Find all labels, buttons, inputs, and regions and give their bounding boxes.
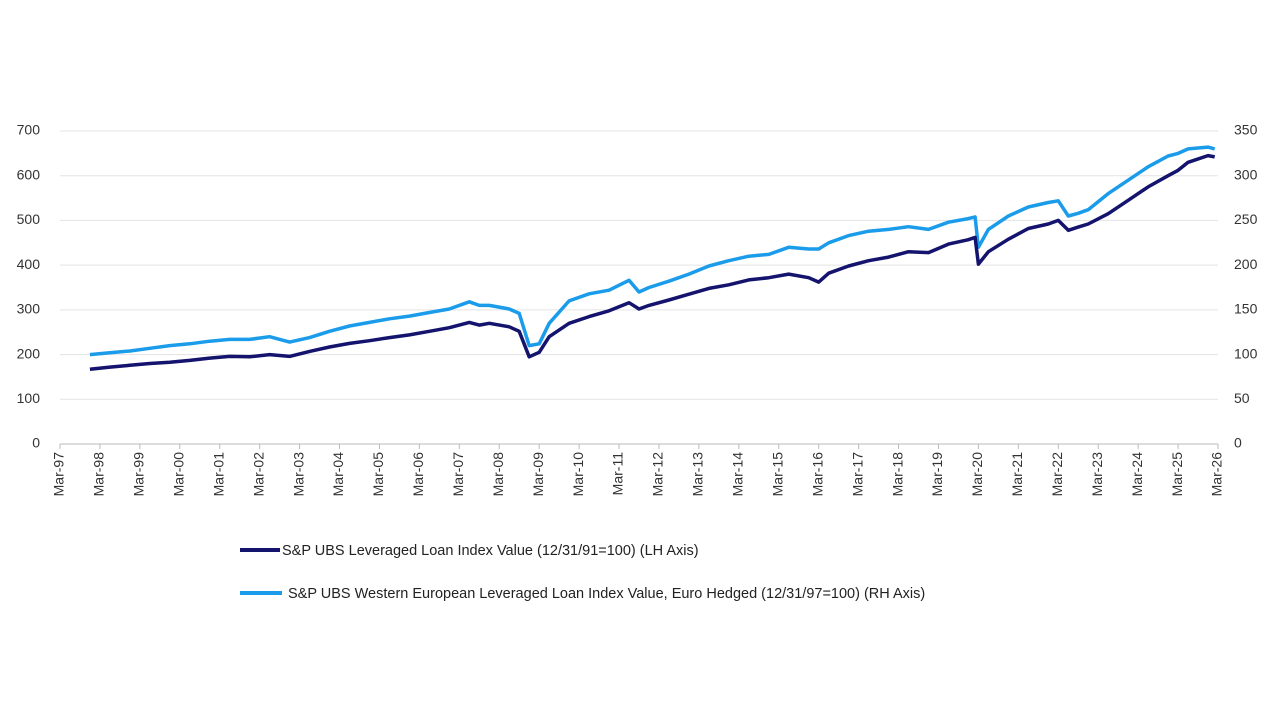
x-tick-label: Mar-15 bbox=[769, 452, 785, 497]
y-tick-label: 100 bbox=[17, 390, 41, 406]
x-tick-label: Mar-14 bbox=[730, 452, 746, 497]
y2-tick-label: 300 bbox=[1234, 166, 1258, 182]
x-tick-label: Mar-97 bbox=[51, 452, 67, 497]
y2-tick-label: 50 bbox=[1234, 390, 1250, 406]
x-tick-label: Mar-06 bbox=[410, 452, 426, 497]
legend-label: S&P UBS Leveraged Loan Index Value (12/3… bbox=[282, 543, 699, 559]
x-tick-label: Mar-99 bbox=[131, 452, 147, 497]
x-tick-label: Mar-17 bbox=[849, 452, 865, 497]
x-tick-label: Mar-20 bbox=[969, 452, 985, 497]
x-tick-label: Mar-05 bbox=[370, 452, 386, 497]
x-tick-label: Mar-02 bbox=[250, 452, 266, 497]
series-line bbox=[89, 153, 1216, 372]
x-tick-label: Mar-23 bbox=[1089, 452, 1105, 497]
x-tick-label: Mar-25 bbox=[1169, 452, 1185, 497]
x-tick-label: Mar-04 bbox=[330, 452, 346, 497]
y-tick-label: 0 bbox=[32, 435, 40, 451]
y2-tick-label: 250 bbox=[1234, 211, 1258, 227]
x-tick-label: Mar-22 bbox=[1049, 452, 1065, 497]
legend-label: S&P UBS Western European Leveraged Loan … bbox=[288, 586, 925, 602]
x-tick-label: Mar-03 bbox=[290, 452, 306, 497]
x-tick-label: Mar-13 bbox=[690, 452, 706, 497]
x-tick-label: Mar-19 bbox=[929, 452, 945, 497]
x-tick-label: Mar-01 bbox=[210, 452, 226, 497]
y-tick-label: 700 bbox=[17, 122, 41, 138]
series-line bbox=[89, 145, 1216, 357]
x-tick-label: Mar-09 bbox=[530, 452, 546, 497]
x-tick-label: Mar-98 bbox=[91, 452, 107, 497]
y2-tick-label: 0 bbox=[1234, 435, 1242, 451]
x-tick-label: Mar-18 bbox=[889, 452, 905, 497]
x-tick-label: Mar-07 bbox=[450, 452, 466, 497]
y2-tick-label: 100 bbox=[1234, 345, 1258, 361]
y2-tick-label: 150 bbox=[1234, 301, 1258, 317]
x-tick-label: Mar-24 bbox=[1129, 452, 1145, 497]
y2-tick-label: 200 bbox=[1234, 256, 1258, 272]
x-tick-label: Mar-11 bbox=[610, 452, 626, 496]
x-tick-label: Mar-08 bbox=[490, 452, 506, 497]
x-tick-label: Mar-26 bbox=[1209, 452, 1225, 497]
y-tick-label: 400 bbox=[17, 256, 41, 272]
y-tick-label: 300 bbox=[17, 301, 41, 317]
x-tick-label: Mar-00 bbox=[170, 452, 186, 497]
y2-tick-label: 350 bbox=[1234, 122, 1258, 138]
x-tick-label: Mar-16 bbox=[809, 452, 825, 497]
x-tick-label: Mar-10 bbox=[570, 452, 586, 497]
y-tick-label: 600 bbox=[17, 166, 41, 182]
legend: S&P UBS Leveraged Loan Index Value (12/3… bbox=[240, 543, 925, 602]
x-tick-label: Mar-12 bbox=[650, 452, 666, 497]
x-tick-label: Mar-21 bbox=[1009, 452, 1025, 497]
y-tick-label: 200 bbox=[17, 345, 41, 361]
y-tick-label: 500 bbox=[17, 211, 41, 227]
